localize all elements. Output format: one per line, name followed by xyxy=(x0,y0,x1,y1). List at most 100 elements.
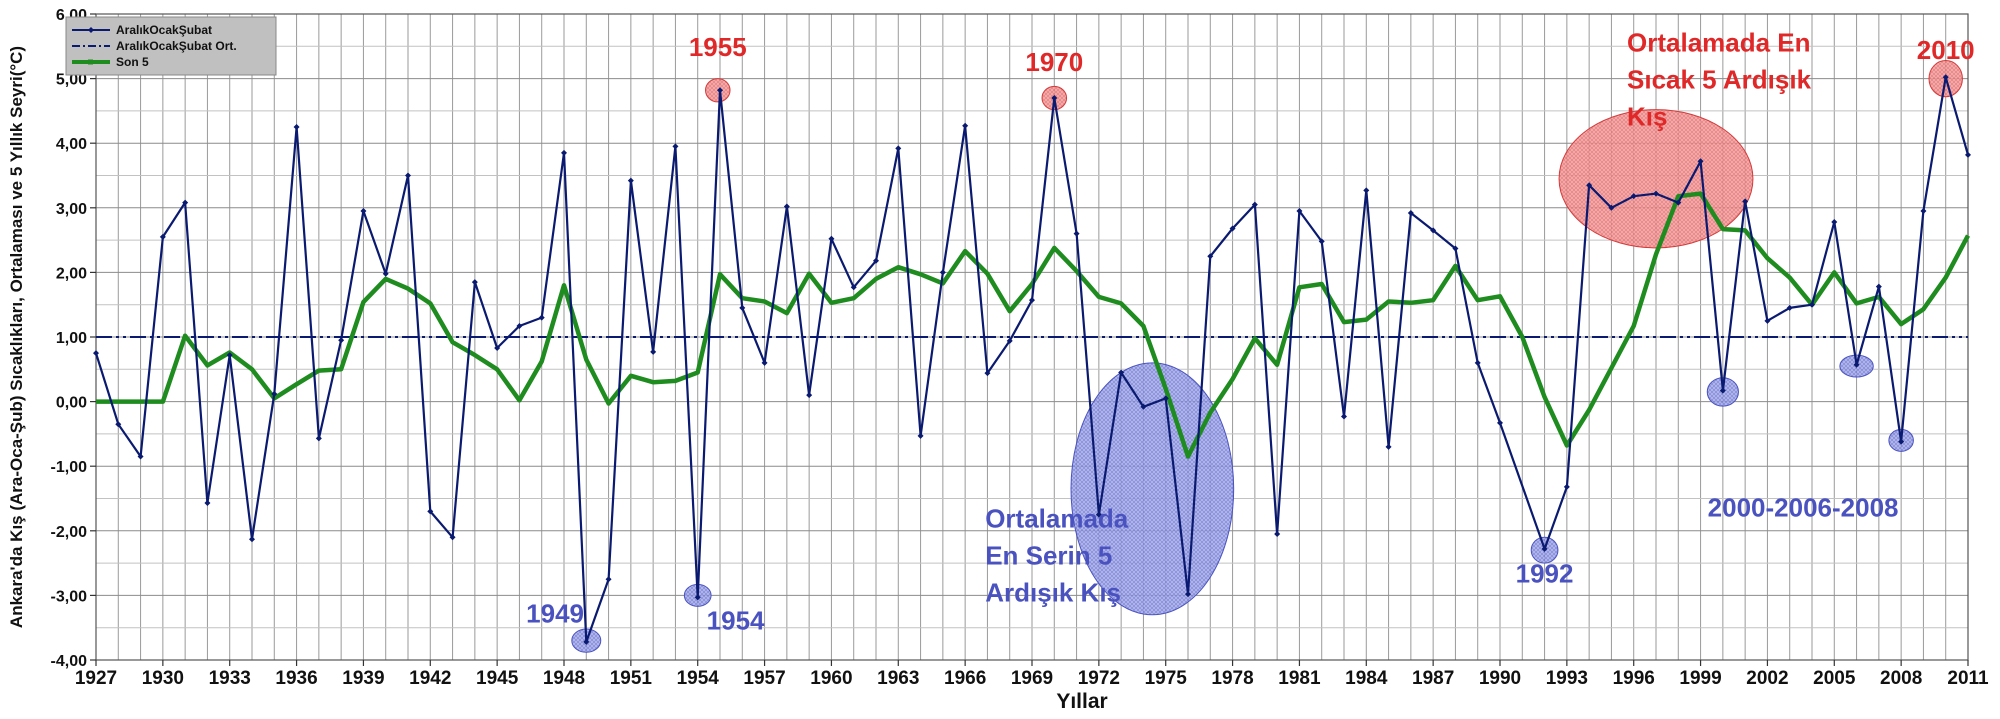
x-tick-label: 2011 xyxy=(1947,668,1989,689)
series-winter-line xyxy=(94,76,1970,644)
data-point-marker xyxy=(939,269,946,276)
x-tick-label: 1933 xyxy=(209,668,251,689)
data-point-marker xyxy=(449,534,456,541)
data-point-marker xyxy=(1586,182,1593,189)
annotation-line: En Serin 5 xyxy=(985,541,1112,571)
data-point-marker xyxy=(1140,403,1147,410)
data-point-marker xyxy=(895,145,902,152)
x-tick-label: 1969 xyxy=(1011,668,1053,689)
data-point-marker xyxy=(1497,419,1503,426)
data-point-marker xyxy=(1742,198,1749,205)
data-point-marker xyxy=(1675,199,1682,206)
data-point-marker xyxy=(1563,483,1570,490)
y-tick-label: 5,00 xyxy=(56,72,87,89)
x-tick-label: 1972 xyxy=(1078,668,1120,689)
data-point-marker xyxy=(828,235,835,242)
annotation-line: Ortalamada xyxy=(985,504,1129,534)
data-point-marker xyxy=(1095,511,1102,518)
x-tick-label: 1996 xyxy=(1613,668,1655,689)
x-tick-label: 1927 xyxy=(75,668,117,689)
y-tick-label: 4,00 xyxy=(56,136,87,153)
data-point-marker xyxy=(1898,438,1905,445)
data-point-marker xyxy=(516,323,523,330)
x-tick-label: 1960 xyxy=(810,668,852,689)
data-point-marker xyxy=(850,284,857,291)
x-axis-title: Yıllar xyxy=(1056,690,1107,713)
data-point-marker xyxy=(1162,395,1169,402)
data-point-marker xyxy=(627,177,634,184)
data-point-marker xyxy=(226,352,233,359)
x-tick-label: 2002 xyxy=(1746,668,1788,689)
data-point-marker xyxy=(1630,193,1637,200)
data-point-marker xyxy=(1051,94,1058,101)
data-point-marker xyxy=(338,337,345,344)
annotation-1949: 1949 xyxy=(526,599,584,629)
data-point-marker xyxy=(137,453,144,460)
y-tick-label: -1,00 xyxy=(51,459,88,476)
data-point-marker xyxy=(1653,190,1659,197)
data-point-marker xyxy=(605,576,612,583)
data-point-marker xyxy=(204,500,211,507)
data-point-marker xyxy=(1006,337,1013,344)
data-point-marker xyxy=(1229,225,1236,232)
data-point-marker xyxy=(873,257,879,264)
x-tick-label: 1930 xyxy=(142,668,184,689)
data-point-marker xyxy=(494,344,501,351)
data-point-marker xyxy=(1831,219,1838,226)
data-point-marker xyxy=(1942,74,1949,81)
data-point-marker xyxy=(1965,151,1971,158)
data-point-marker xyxy=(159,233,166,240)
data-point-marker xyxy=(1875,283,1882,290)
y-tick-label: -3,00 xyxy=(51,588,88,605)
data-point-marker xyxy=(1296,208,1303,215)
annotation-1955: 1955 xyxy=(689,32,747,62)
x-tick-label: 1936 xyxy=(275,668,317,689)
y-tick-label: -4,00 xyxy=(51,653,88,670)
x-tick-label: 1990 xyxy=(1479,668,1521,689)
data-point-marker xyxy=(783,203,790,210)
data-point-marker xyxy=(917,432,924,439)
annotation-line: Ardışık Kış xyxy=(985,578,1121,608)
data-point-marker xyxy=(739,304,746,311)
data-point-marker xyxy=(315,435,322,442)
data-point-marker xyxy=(360,208,367,215)
data-point-marker xyxy=(962,122,969,129)
y-tick-label: 2,00 xyxy=(56,265,87,282)
data-point-marker xyxy=(115,421,122,428)
legend-label: AralıkOcakŞubat Ort. xyxy=(116,39,237,53)
data-point-marker xyxy=(382,270,389,277)
legend-marker xyxy=(88,27,94,33)
annotation-line: Sıcak 5 Ardışık xyxy=(1627,64,1812,94)
x-tick-label: 1945 xyxy=(476,668,519,689)
x-tick-label: 1939 xyxy=(342,668,384,689)
data-point-marker xyxy=(1920,208,1927,215)
x-tick-label: 2008 xyxy=(1880,668,1922,689)
x-tick-label: 1993 xyxy=(1546,668,1588,689)
x-tick-label: 1975 xyxy=(1145,668,1188,689)
annotation-2000-2006-2008: 2000-2006-2008 xyxy=(1708,493,1899,523)
data-point-marker xyxy=(1318,238,1325,245)
data-point-marker xyxy=(1385,443,1392,450)
annotation-1970: 1970 xyxy=(1025,47,1083,77)
annotation-text: Ortalamada En Sıcak 5 Ardışık Kış xyxy=(1627,27,1812,131)
data-point-marker xyxy=(1541,545,1548,552)
legend-marker xyxy=(88,59,93,65)
legend-label: Son 5 xyxy=(116,55,149,69)
annotation-2010: 2010 xyxy=(1917,35,1975,65)
data-point-marker xyxy=(427,508,434,515)
data-point-marker xyxy=(1452,245,1459,252)
data-point-marker xyxy=(761,359,768,366)
x-tick-label: 1966 xyxy=(944,668,986,689)
x-tick-label: 1951 xyxy=(610,668,653,689)
annotations: 1955 1970 2010 Ortalamada En Sıcak 5 Ardışık… xyxy=(526,27,1974,635)
data-point-marker xyxy=(271,390,278,397)
data-point-marker xyxy=(1407,209,1414,216)
x-tick-label: 1987 xyxy=(1412,668,1454,689)
data-point-marker xyxy=(984,370,991,377)
annotation-text: Ortalamada En Serin 5 Ardışık Kış xyxy=(985,504,1129,608)
data-point-marker xyxy=(694,594,701,601)
y-tick-label: 1,00 xyxy=(56,330,87,347)
data-point-marker xyxy=(1185,591,1191,598)
